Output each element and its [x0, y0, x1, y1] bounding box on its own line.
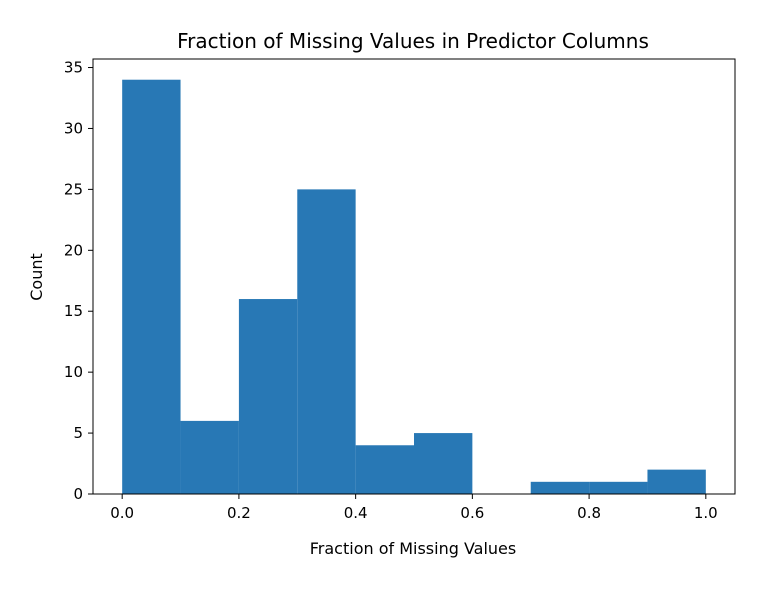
histogram-bar: [122, 79, 181, 494]
y-axis-label: Count: [27, 253, 46, 301]
chart-title: Fraction of Missing Values in Predictor …: [177, 29, 649, 53]
y-tick-label: 20: [64, 241, 83, 259]
plot-frame: [92, 58, 736, 495]
y-tick-label: 25: [64, 180, 83, 198]
x-tick-label: 0.2: [227, 504, 251, 522]
x-axis-label: Fraction of Missing Values: [310, 539, 516, 558]
y-axis: 0 5 10 15 20 25 30 35: [64, 59, 93, 503]
y-tick-label: 35: [64, 59, 83, 77]
x-tick-label: 0.8: [577, 504, 601, 522]
histogram-bar: [180, 420, 239, 494]
y-tick-label: 10: [64, 363, 83, 381]
x-tick-label: 0.4: [344, 504, 368, 522]
histogram-bar: [355, 445, 414, 494]
histogram-bar: [589, 481, 648, 494]
y-tick-label: 30: [64, 119, 83, 137]
histogram-bars: [122, 79, 706, 494]
histogram-bar: [238, 299, 298, 494]
y-tick-label: 0: [73, 485, 83, 503]
x-tick-label: 0.0: [110, 504, 134, 522]
x-axis: 0.0 0.2 0.4 0.6 0.8 1.0: [110, 494, 718, 522]
x-tick-label: 1.0: [694, 504, 718, 522]
y-tick-label: 15: [64, 302, 83, 320]
histogram-bar: [530, 481, 590, 494]
y-tick-label: 5: [73, 424, 83, 442]
histogram-bar: [647, 469, 706, 494]
histogram-bar: [414, 433, 473, 494]
x-tick-label: 0.6: [460, 504, 484, 522]
histogram-bar: [297, 189, 356, 494]
